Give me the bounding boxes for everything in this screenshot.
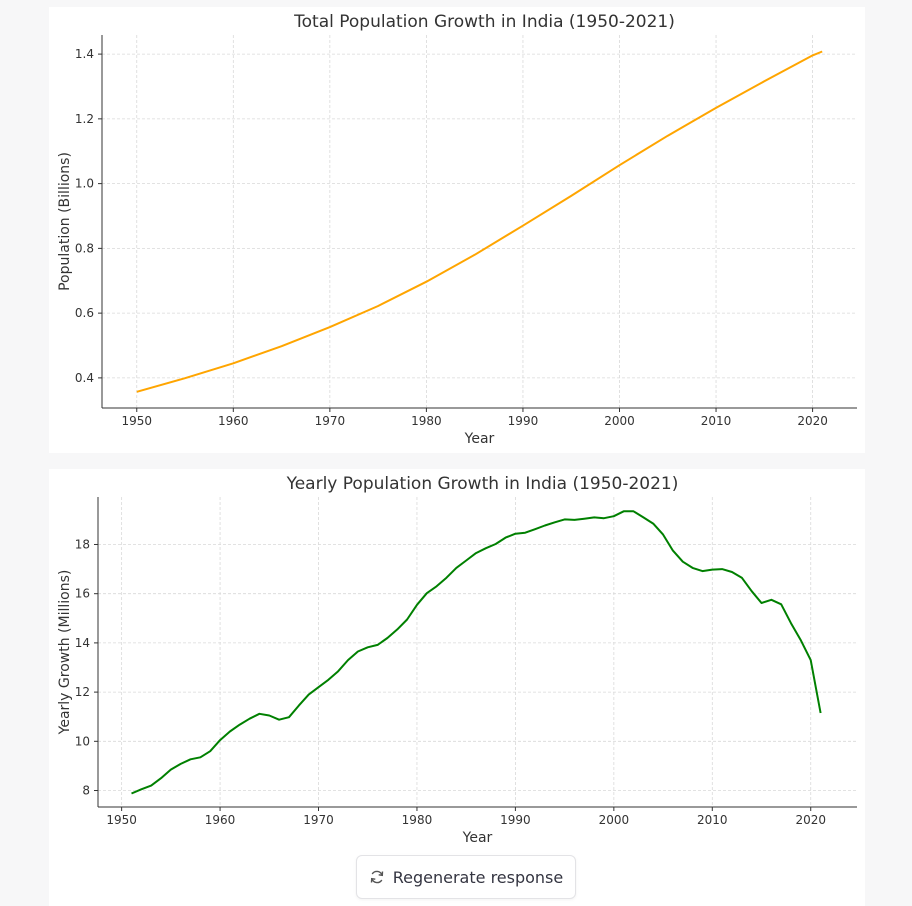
chart-title: Yearly Population Growth in India (1950-… [286, 474, 679, 494]
x-tick-label: 1980 [402, 813, 433, 827]
y-tick-label: 0.6 [75, 306, 94, 320]
yearly-growth-chart-card: 1950 1960 1970 1980 1990 2000 2010 2020 8 10 12 14 1… [49, 469, 865, 906]
x-tick-label: 2020 [795, 813, 826, 827]
x-tick-label: 1960 [218, 414, 249, 428]
data-line [131, 510, 822, 795]
y-tick-label: 18 [75, 537, 90, 551]
y-tick-label: 14 [75, 636, 90, 650]
y-tick-label: 16 [75, 587, 90, 601]
y-axis-label: Yearly Growth (Millions) [57, 570, 73, 736]
x-tick-label: 1950 [121, 414, 152, 428]
x-tick-label: 1970 [315, 414, 346, 428]
y-tick-label: 1.0 [75, 177, 94, 191]
y-tick-label: 8 [82, 784, 90, 798]
yearly-growth-chart: 1950 1960 1970 1980 1990 2000 2010 2020 8 10 12 14 1… [57, 474, 857, 846]
y-tick-label: 10 [75, 734, 90, 748]
y-tick-label: 1.4 [75, 47, 94, 61]
y-tick-label: 12 [75, 685, 90, 699]
x-tick-label: 1990 [500, 813, 531, 827]
y-axis-label: Population (Billions) [57, 152, 73, 291]
y-tick-label: 0.8 [75, 241, 94, 255]
x-tick-label: 1970 [303, 813, 334, 827]
data-line [136, 50, 823, 393]
x-tick-label: 1950 [106, 813, 137, 827]
x-tick-label: 2010 [697, 813, 728, 827]
x-tick-label: 2020 [797, 414, 828, 428]
x-axis-label: Year [462, 830, 493, 846]
regenerate-response-label: Regenerate response [392, 867, 564, 887]
chart-title: Total Population Growth in India (1950-2… [293, 12, 675, 32]
x-tick-label: 1990 [508, 414, 539, 428]
total-population-chart-card: 1950 1960 1970 1980 1990 2000 2010 2020 0.4 0.6 0.… [49, 7, 865, 453]
x-axis-label: Year [464, 431, 495, 447]
x-tick-label: 2010 [701, 414, 732, 428]
x-tick-label: 1960 [205, 813, 236, 827]
total-population-chart: 1950 1960 1970 1980 1990 2000 2010 2020 0.4 0.6 0.… [57, 12, 857, 447]
x-tick-label: 2000 [604, 414, 635, 428]
regenerate-response-button[interactable]: Regenerate response [356, 855, 576, 899]
y-tick-label: 1.2 [75, 112, 94, 126]
refresh-icon [370, 870, 383, 884]
x-tick-label: 2000 [599, 813, 630, 827]
x-tick-label: 1980 [411, 414, 442, 428]
y-tick-label: 0.4 [75, 371, 94, 385]
